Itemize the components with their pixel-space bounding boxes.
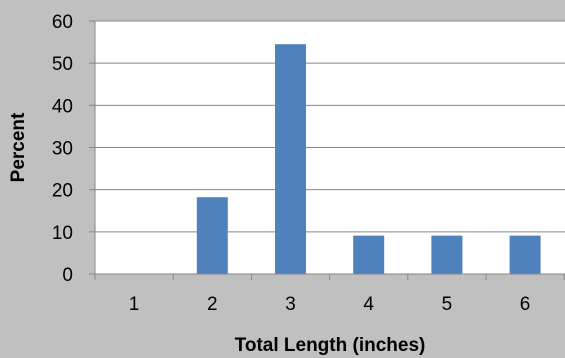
bar-2 bbox=[196, 197, 228, 274]
y-tick-label: 50 bbox=[52, 54, 73, 75]
y-tick-label: 60 bbox=[52, 12, 73, 33]
x-tick-label: 2 bbox=[207, 294, 218, 315]
axes bbox=[89, 20, 565, 280]
y-tick-label: 40 bbox=[52, 96, 73, 117]
x-tick-label: 6 bbox=[520, 294, 531, 315]
bars bbox=[196, 44, 541, 274]
y-tick-label: 30 bbox=[52, 139, 73, 160]
x-tick-label: 4 bbox=[363, 294, 374, 315]
y-tick-labels: 0 10 20 30 40 50 60 bbox=[52, 12, 73, 286]
y-axis-title: Percent bbox=[8, 112, 29, 182]
gridlines bbox=[95, 20, 565, 233]
bar-3 bbox=[275, 44, 306, 274]
y-tick-label: 0 bbox=[62, 265, 73, 286]
x-tick-label: 1 bbox=[129, 294, 140, 315]
x-tick-label: 3 bbox=[285, 294, 296, 315]
bar-5 bbox=[431, 235, 463, 274]
x-tick-label: 5 bbox=[442, 294, 453, 315]
x-tick-labels: 1 2 3 4 5 6 bbox=[129, 294, 531, 315]
bar-6 bbox=[509, 235, 541, 274]
y-tick-label: 20 bbox=[52, 181, 73, 202]
bar-4 bbox=[353, 235, 385, 274]
x-axis-title: Total Length (inches) bbox=[235, 335, 426, 356]
y-tick-label: 10 bbox=[52, 223, 73, 244]
